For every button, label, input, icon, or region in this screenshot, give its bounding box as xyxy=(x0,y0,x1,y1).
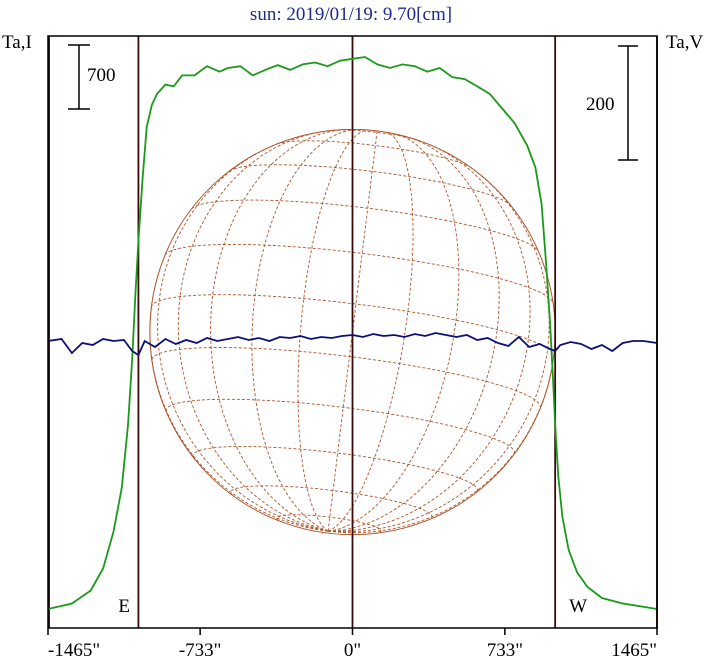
limb-marker-e: E xyxy=(118,596,130,617)
longitude-line xyxy=(177,131,329,532)
latitude-line xyxy=(191,199,539,252)
x-tick-label: 0" xyxy=(344,640,361,661)
longitude-line xyxy=(327,167,550,533)
longitude-line xyxy=(157,143,329,532)
longitude-line xyxy=(327,136,500,532)
x-tick-label: -1465" xyxy=(48,640,100,661)
latitude-line xyxy=(276,140,472,169)
longitude-line xyxy=(297,129,370,532)
x-tick-label: 1465" xyxy=(611,640,657,661)
scale-bars: 700 200 xyxy=(68,44,638,161)
latitude-line xyxy=(164,243,554,304)
y-axis-label-right: Ta,V xyxy=(666,32,703,53)
latitude-line xyxy=(276,514,382,535)
series-group xyxy=(47,56,658,610)
latitude-line xyxy=(192,445,478,493)
latitude-line xyxy=(150,294,555,357)
longitude-line xyxy=(327,130,378,532)
x-axis-ticks: -1465" -733" 0" 733" 1465" xyxy=(47,628,658,661)
series-line-intensity xyxy=(47,56,658,610)
longitude-line xyxy=(327,131,414,532)
latitude-line xyxy=(151,347,541,408)
y-axis-label-left: Ta,I xyxy=(2,32,32,53)
latitude-line xyxy=(230,485,433,520)
longitude-line xyxy=(327,144,531,532)
x-tick-label: -733" xyxy=(179,640,222,661)
chart-title: sun: 2019/01/19: 9.70[cm] xyxy=(250,4,452,25)
longitude-line xyxy=(210,128,348,532)
latitude-line xyxy=(229,164,512,206)
longitude-line xyxy=(149,307,329,532)
latitude-line xyxy=(165,398,515,455)
series-line-polarization xyxy=(47,332,658,357)
left-scale-label: 700 xyxy=(87,65,116,86)
x-tick-label: 733" xyxy=(487,640,523,661)
solar-disk-grid xyxy=(149,128,556,536)
longitude-line xyxy=(327,134,460,532)
longitude-line xyxy=(251,129,357,532)
right-scale-label: 200 xyxy=(586,94,615,115)
limb-marker-w: W xyxy=(569,596,587,617)
